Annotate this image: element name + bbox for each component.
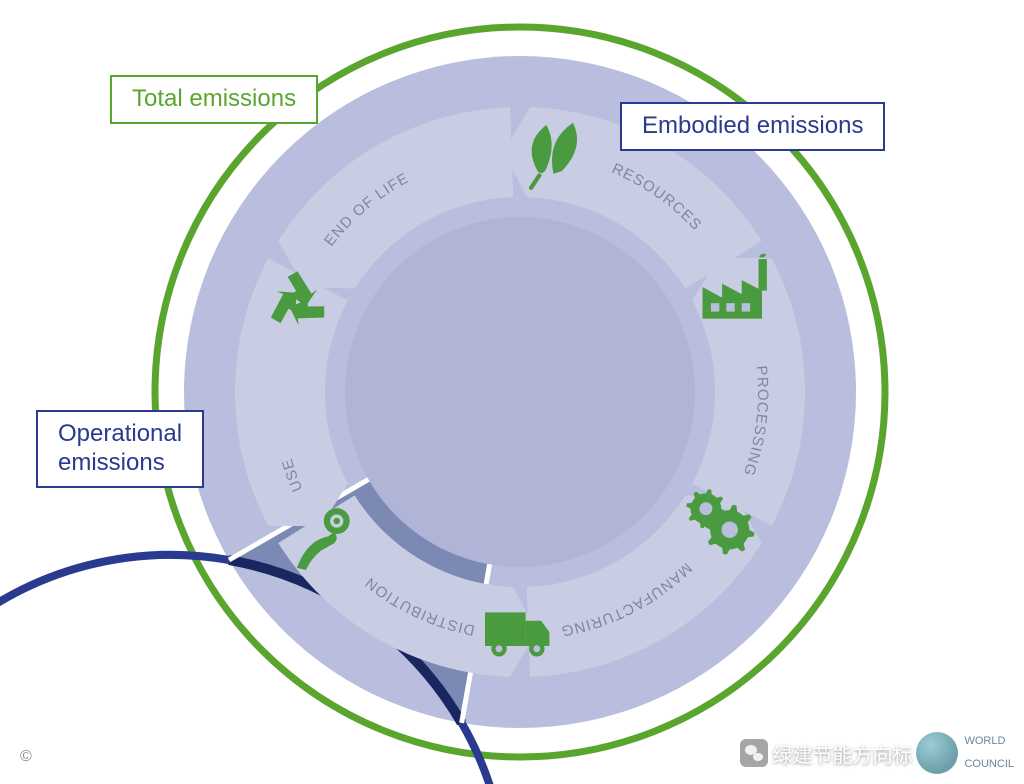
inner-hub xyxy=(345,217,695,567)
total-emissions-label: Total emissions xyxy=(110,75,318,124)
embodied-emissions-label: Embodied emissions xyxy=(620,102,885,151)
wechat-icon xyxy=(740,739,768,767)
globe-icon xyxy=(916,732,958,774)
copyright-symbol: © xyxy=(20,748,32,766)
attribution-block: 绿建节能方向标 WORLD COUNCIL xyxy=(740,732,1014,774)
operational-emissions-label: Operationalemissions xyxy=(36,410,204,488)
council-text: WORLD COUNCIL xyxy=(964,736,1014,771)
attribution-chinese: 绿建节能方向标 xyxy=(772,739,912,768)
